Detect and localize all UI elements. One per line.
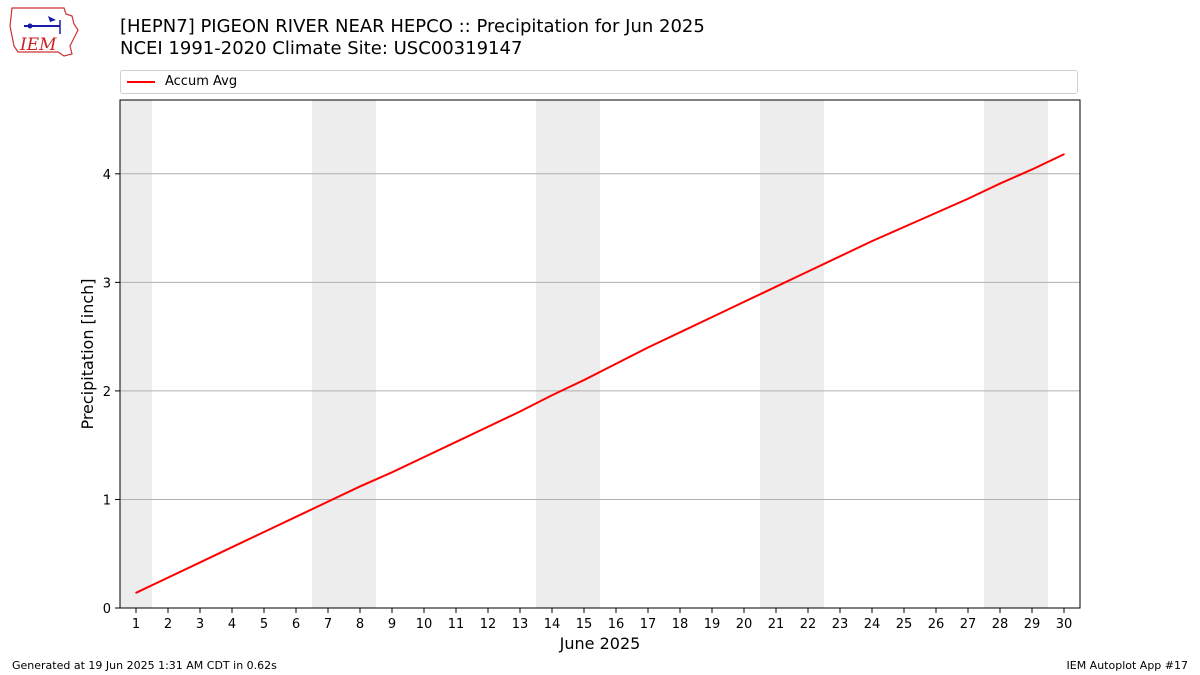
x-tick-label: 21	[768, 617, 785, 632]
x-tick-label: 30	[1056, 617, 1073, 632]
x-tick-label: 16	[608, 617, 625, 632]
data-point	[135, 592, 137, 594]
x-tick-label: 2	[164, 617, 172, 632]
x-tick-label: 3	[196, 617, 204, 632]
data-point	[551, 394, 553, 397]
data-point	[871, 240, 873, 242]
x-tick-label: 6	[292, 617, 300, 632]
y-axis-label: Precipitation [inch]	[78, 278, 97, 429]
data-point	[263, 531, 265, 533]
data-point	[679, 331, 681, 334]
data-point	[711, 316, 713, 318]
legend: Accum Avg	[120, 70, 1078, 94]
x-tick-label: 26	[928, 617, 945, 632]
data-point	[903, 226, 905, 228]
weekend-shade-0	[120, 100, 152, 608]
legend-swatch-accum-avg	[127, 81, 155, 83]
data-point	[455, 441, 457, 443]
x-tick-label: 22	[800, 617, 817, 632]
x-tick-label: 15	[576, 617, 593, 632]
data-point	[839, 255, 841, 258]
legend-label-accum-avg: Accum Avg	[165, 74, 238, 89]
svg-text:IEM: IEM	[19, 35, 57, 55]
title-line-2: NCEI 1991-2020 Climate Site: USC00319147	[120, 38, 523, 59]
x-tick-label: 4	[228, 617, 236, 632]
data-point	[647, 346, 649, 349]
data-point	[935, 212, 937, 214]
x-tick-label: 11	[448, 617, 465, 632]
x-tick-label: 10	[416, 617, 433, 632]
iem-logo: IEM	[8, 6, 80, 58]
footer-generated: Generated at 19 Jun 2025 1:31 AM CDT in …	[12, 659, 277, 672]
data-point	[1031, 168, 1033, 171]
data-point	[807, 270, 809, 273]
weekend-shade-3	[760, 100, 824, 608]
data-point	[423, 456, 425, 458]
series-line-accum-avg	[135, 153, 1065, 594]
chart-title: [HEPN7] PIGEON RIVER NEAR HEPCO :: Preci…	[120, 16, 705, 60]
data-point	[487, 425, 489, 428]
data-point	[391, 471, 393, 474]
plot-frame	[119, 99, 1081, 609]
weekend-shade-1	[312, 100, 376, 608]
x-tick-label: 7	[324, 617, 332, 632]
data-point	[199, 561, 201, 564]
x-tick-label: 8	[356, 617, 364, 632]
y-tick-label: 3	[103, 276, 111, 291]
x-tick-label: 5	[260, 617, 268, 632]
weekend-shade-4	[984, 100, 1048, 608]
data-point	[327, 500, 329, 503]
x-tick-label: 27	[960, 617, 977, 632]
x-tick-label: 29	[1024, 617, 1041, 632]
x-axis-label: June 2025	[559, 634, 641, 653]
footer-app: IEM Autoplot App #17	[1066, 659, 1189, 672]
x-tick-label: 23	[832, 617, 849, 632]
data-point	[999, 182, 1001, 185]
y-tick-label: 2	[103, 385, 111, 400]
x-tick-label: 17	[640, 617, 657, 632]
x-tick-label: 14	[544, 617, 561, 632]
data-point	[775, 285, 777, 288]
data-point	[231, 546, 233, 549]
x-tick-label: 28	[992, 617, 1009, 632]
title-line-1: [HEPN7] PIGEON RIVER NEAR HEPCO :: Preci…	[120, 16, 705, 37]
data-point	[743, 301, 745, 303]
x-tick-label: 24	[864, 617, 881, 632]
y-tick-label: 4	[103, 168, 111, 183]
x-tick-label: 20	[736, 617, 753, 632]
data-point	[615, 362, 617, 365]
x-tick-label: 18	[672, 617, 689, 632]
data-point	[967, 197, 969, 200]
x-tick-label: 19	[704, 617, 721, 632]
data-point	[359, 485, 361, 488]
data-point	[167, 576, 169, 579]
y-tick-label: 1	[103, 493, 111, 508]
y-tick-label: 0	[103, 602, 111, 617]
data-point	[519, 410, 521, 413]
x-tick-label: 25	[896, 617, 913, 632]
data-point	[1063, 153, 1065, 156]
data-point	[583, 379, 585, 381]
x-tick-label: 13	[512, 617, 529, 632]
weekend-shade-2	[536, 100, 600, 608]
x-tick-label: 12	[480, 617, 497, 632]
x-tick-label: 9	[388, 617, 396, 632]
x-tick-label: 1	[132, 617, 140, 632]
data-point	[295, 516, 297, 518]
